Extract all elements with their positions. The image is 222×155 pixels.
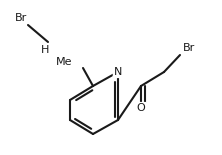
Text: N: N (114, 67, 122, 77)
Text: Me: Me (56, 57, 72, 67)
Text: O: O (137, 103, 145, 113)
Text: Br: Br (15, 13, 27, 23)
Text: Br: Br (183, 43, 195, 53)
Text: H: H (41, 45, 49, 55)
